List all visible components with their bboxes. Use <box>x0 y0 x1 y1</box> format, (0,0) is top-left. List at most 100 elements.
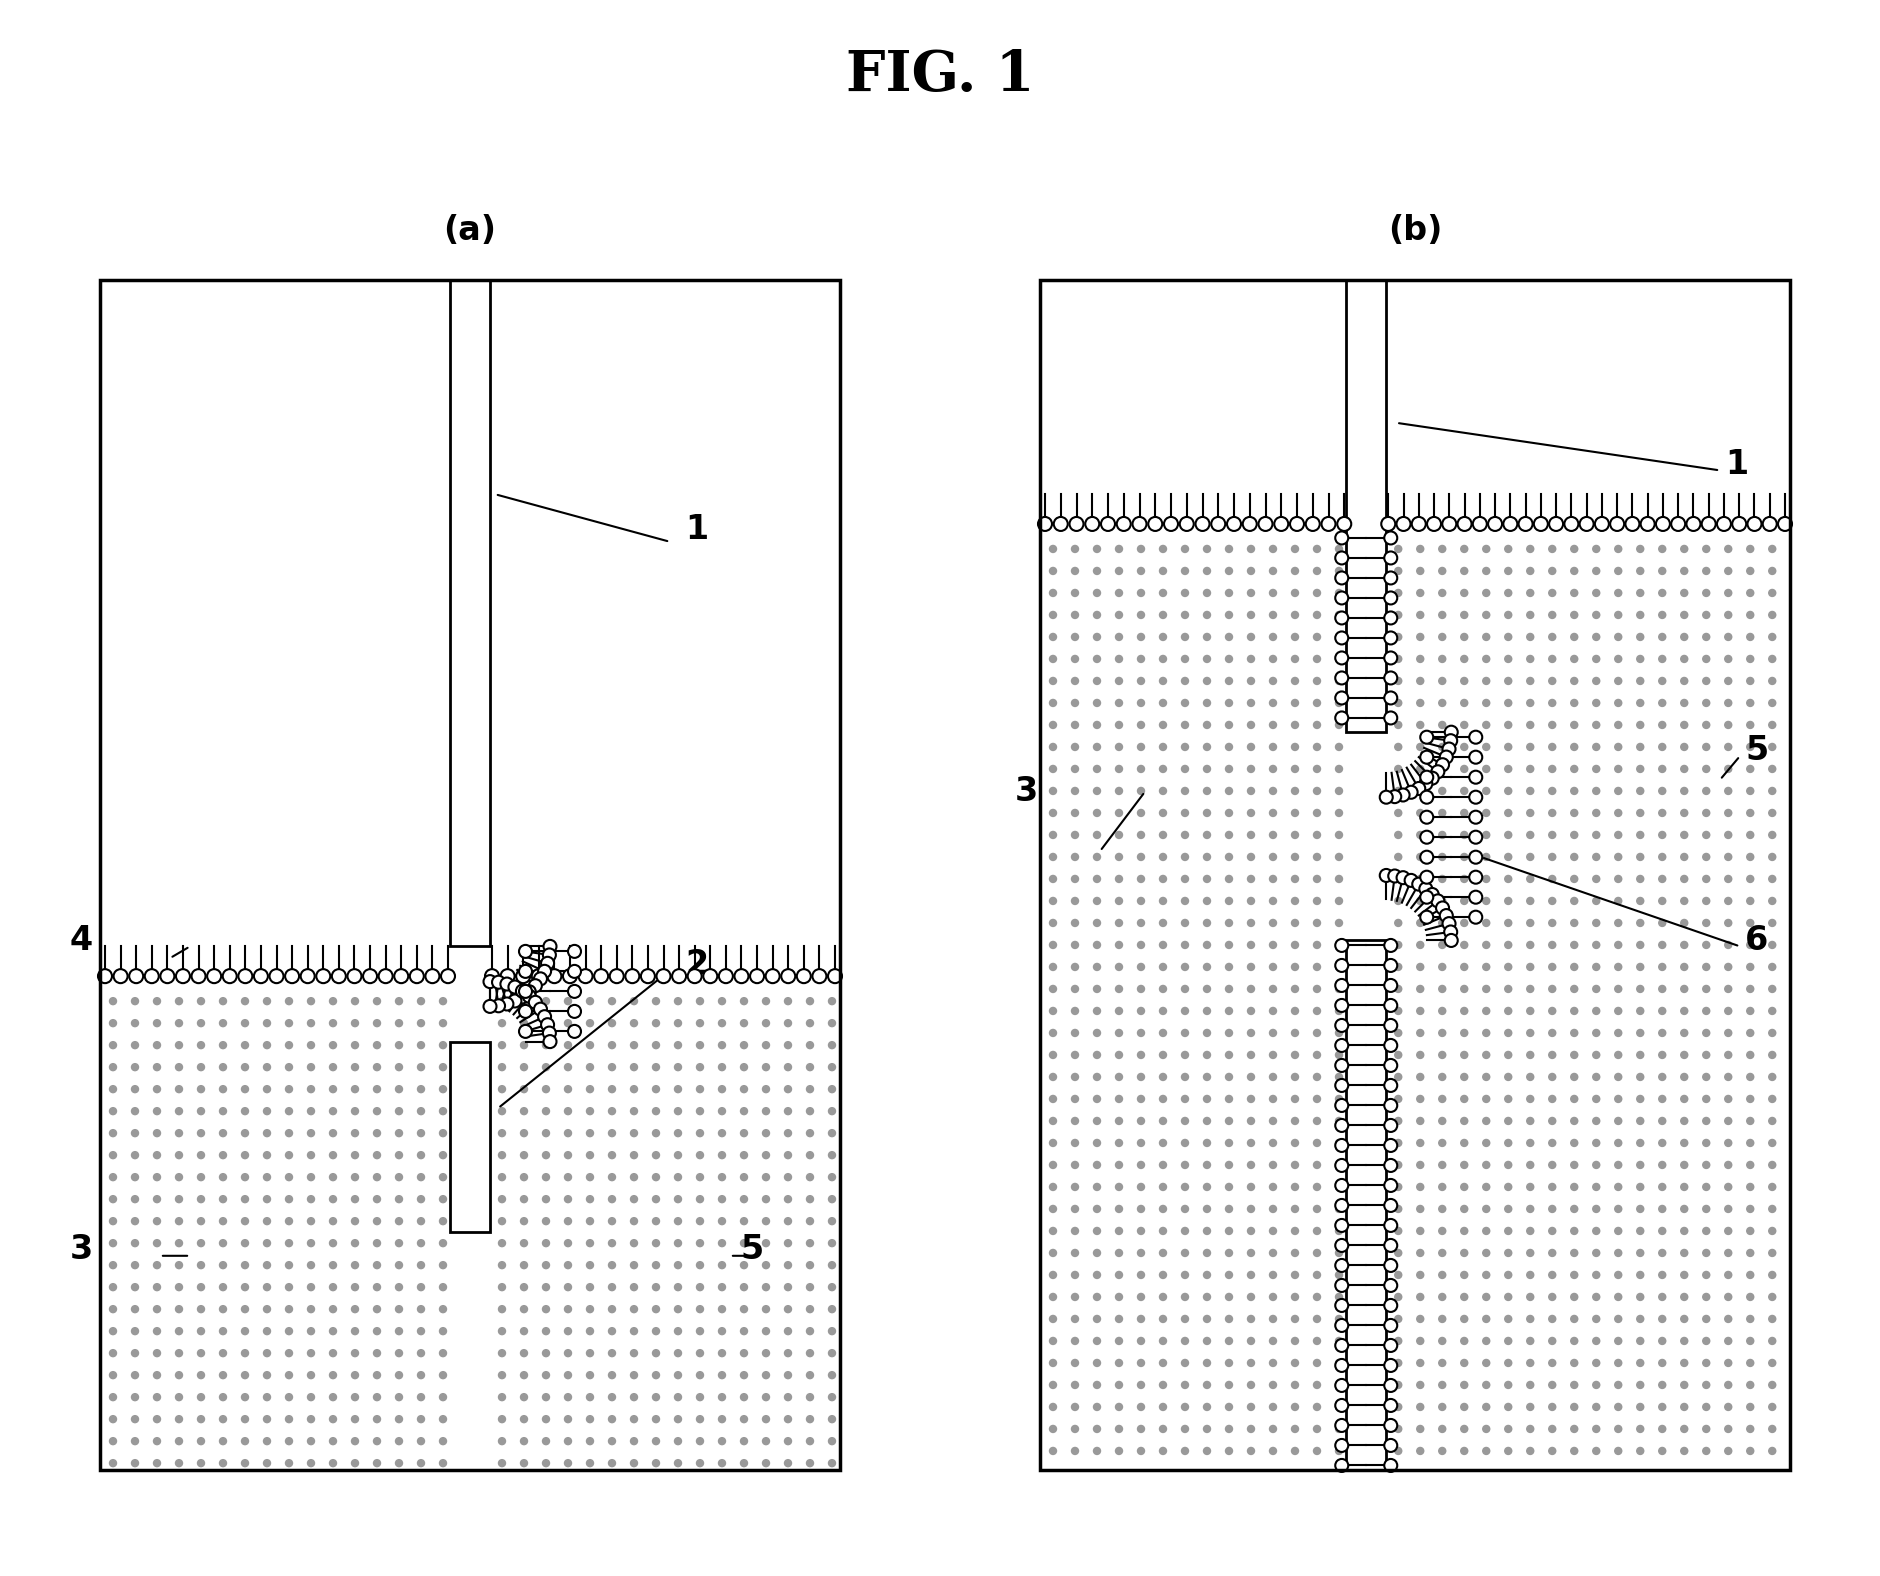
Circle shape <box>1549 1029 1557 1037</box>
Circle shape <box>564 1130 572 1136</box>
Circle shape <box>1658 1360 1666 1366</box>
Circle shape <box>1461 1294 1468 1300</box>
Circle shape <box>493 999 506 1012</box>
Circle shape <box>1072 722 1079 728</box>
Circle shape <box>1203 875 1211 883</box>
Circle shape <box>1703 897 1709 905</box>
Circle shape <box>1527 1051 1534 1059</box>
Circle shape <box>1418 1316 1423 1322</box>
Circle shape <box>1483 589 1489 596</box>
Circle shape <box>109 1152 117 1158</box>
Circle shape <box>1461 1051 1468 1059</box>
Circle shape <box>1049 700 1057 706</box>
Circle shape <box>395 1415 402 1423</box>
Circle shape <box>1384 1359 1397 1373</box>
Circle shape <box>329 1108 337 1114</box>
Circle shape <box>1412 782 1425 794</box>
Circle shape <box>1160 1139 1166 1146</box>
Circle shape <box>154 1262 160 1269</box>
Circle shape <box>696 1283 703 1291</box>
Circle shape <box>374 1064 380 1070</box>
Circle shape <box>1703 1162 1709 1168</box>
Circle shape <box>329 1327 337 1335</box>
Circle shape <box>1637 678 1643 684</box>
Circle shape <box>1592 1294 1600 1300</box>
Circle shape <box>1615 634 1622 640</box>
Circle shape <box>1269 1294 1277 1300</box>
Circle shape <box>1160 1184 1166 1190</box>
Circle shape <box>807 1459 814 1467</box>
Circle shape <box>498 1086 506 1092</box>
Circle shape <box>1681 919 1688 927</box>
Circle shape <box>1335 1179 1348 1191</box>
Circle shape <box>1637 1184 1643 1190</box>
Circle shape <box>1269 875 1277 883</box>
Circle shape <box>718 1349 726 1357</box>
Circle shape <box>763 1327 769 1335</box>
Circle shape <box>1292 634 1299 640</box>
Circle shape <box>1248 941 1254 949</box>
Circle shape <box>1181 1206 1188 1212</box>
Circle shape <box>1681 1228 1688 1234</box>
Circle shape <box>1769 1447 1777 1455</box>
Circle shape <box>1681 1272 1688 1278</box>
Circle shape <box>784 1196 791 1202</box>
Circle shape <box>352 1130 359 1136</box>
Circle shape <box>1292 1095 1299 1103</box>
Circle shape <box>1335 1404 1342 1411</box>
Circle shape <box>352 1371 359 1379</box>
Circle shape <box>587 1371 594 1379</box>
Circle shape <box>1418 722 1423 728</box>
Circle shape <box>1203 766 1211 772</box>
Circle shape <box>1747 1073 1754 1081</box>
Circle shape <box>1527 897 1534 905</box>
Circle shape <box>1461 1338 1468 1344</box>
Circle shape <box>1181 1095 1188 1103</box>
Circle shape <box>609 1437 615 1445</box>
Circle shape <box>1637 854 1643 860</box>
Circle shape <box>829 1152 835 1158</box>
Circle shape <box>1724 832 1731 838</box>
Circle shape <box>1549 1051 1557 1059</box>
Circle shape <box>1160 985 1166 993</box>
Text: 6: 6 <box>1745 924 1769 957</box>
Circle shape <box>1681 1029 1688 1037</box>
Circle shape <box>1203 1095 1211 1103</box>
Circle shape <box>1444 734 1457 747</box>
Circle shape <box>1681 941 1688 949</box>
Circle shape <box>1335 1039 1348 1051</box>
Circle shape <box>1203 722 1211 728</box>
Circle shape <box>1483 1228 1489 1234</box>
Circle shape <box>1438 810 1446 816</box>
Circle shape <box>1094 1294 1100 1300</box>
Circle shape <box>1438 744 1446 750</box>
Circle shape <box>109 1327 117 1335</box>
Circle shape <box>1747 1382 1754 1388</box>
Circle shape <box>1703 1184 1709 1190</box>
Circle shape <box>1572 1360 1577 1366</box>
Circle shape <box>1658 1316 1666 1322</box>
Circle shape <box>1137 1360 1145 1366</box>
Circle shape <box>1181 1316 1188 1322</box>
Circle shape <box>1461 897 1468 905</box>
Circle shape <box>308 1327 314 1335</box>
Circle shape <box>741 1327 748 1335</box>
Circle shape <box>1483 1294 1489 1300</box>
Circle shape <box>1160 1294 1166 1300</box>
Circle shape <box>1335 611 1342 618</box>
Circle shape <box>1592 1139 1600 1146</box>
Circle shape <box>1527 875 1534 883</box>
Circle shape <box>763 1064 769 1070</box>
Circle shape <box>1335 1199 1348 1212</box>
Circle shape <box>1461 1382 1468 1388</box>
Circle shape <box>1615 1250 1622 1256</box>
Circle shape <box>521 1152 528 1158</box>
Circle shape <box>374 998 380 1004</box>
Circle shape <box>1724 1139 1731 1146</box>
Circle shape <box>1572 678 1577 684</box>
Circle shape <box>1335 810 1342 816</box>
Circle shape <box>1681 1250 1688 1256</box>
Circle shape <box>154 1437 160 1445</box>
Circle shape <box>1395 1404 1402 1411</box>
Circle shape <box>1637 656 1643 662</box>
